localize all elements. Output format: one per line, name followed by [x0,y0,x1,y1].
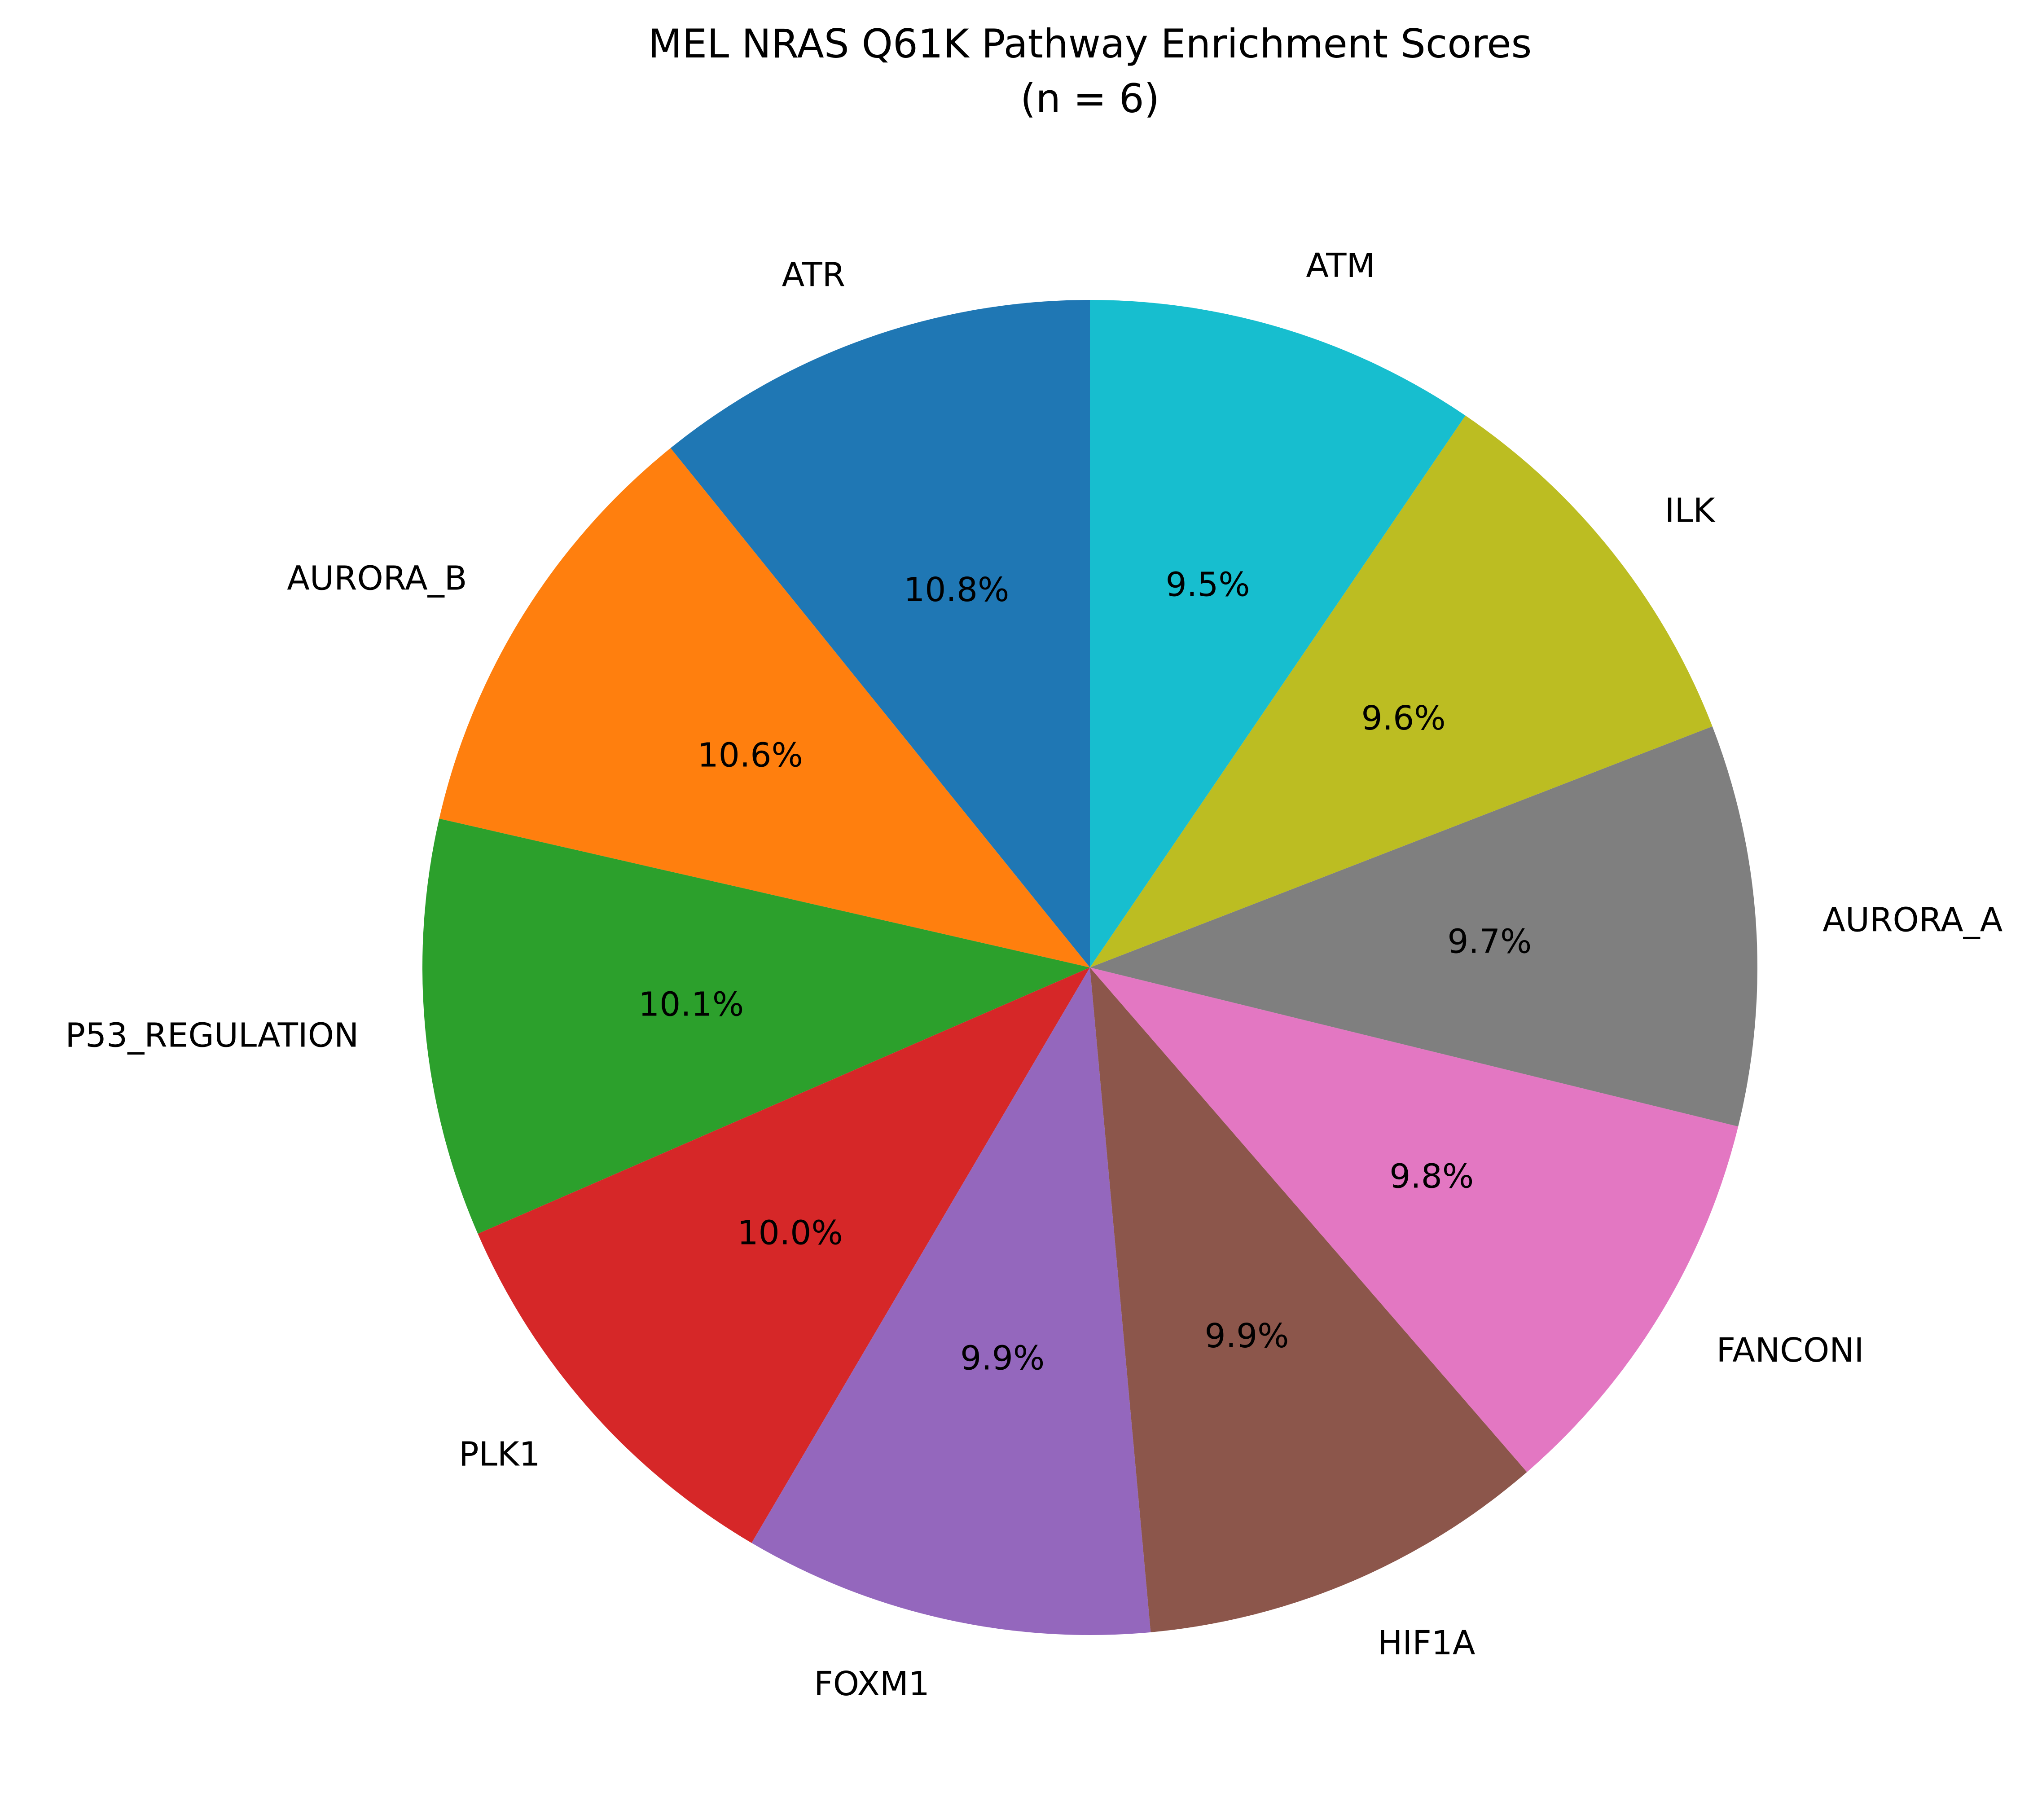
pct-label-atr: 10.8% [904,571,1009,609]
slice-label-fanconi: FANCONI [1717,1331,1864,1370]
slice-label-foxm1: FOXM1 [814,1665,930,1703]
slice-label-plk1: PLK1 [459,1435,540,1474]
pie-slice-aurora-a [1090,726,1758,1127]
pct-label-p53-regulation: 10.1% [638,985,744,1024]
pie-slice-atr [670,300,1090,967]
pie-slice-foxm1 [751,967,1151,1635]
pct-label-ilk: 9.6% [1361,699,1446,738]
pie-labels: 10.8% ATR 10.6% AURORA_B 10.1% P53_REGULATION… [65,246,2002,1703]
pct-label-fanconi: 9.8% [1389,1157,1474,1196]
slice-label-atm: ATM [1306,246,1375,285]
pie-slice-hif1a [1090,967,1527,1632]
pct-label-foxm1: 9.9% [960,1339,1045,1378]
pie-slices [422,300,1758,1635]
pct-label-hif1a: 9.9% [1205,1317,1289,1355]
pie-slice-p53-regulation [422,818,1090,1234]
pct-label-aurora-b: 10.6% [698,736,803,774]
slice-label-p53-regulation: P53_REGULATION [65,1016,359,1055]
pie-slice-aurora-b [439,448,1090,968]
chart-title: MEL NRAS Q61K Pathway Enrichment Scores [648,21,1532,67]
pie-slice-atm [1090,300,1466,967]
pct-label-atm: 9.5% [1166,565,1250,604]
chart-subtitle: (n = 6) [1020,75,1159,122]
slice-label-aurora-b: AURORA_B [287,559,467,598]
slice-label-atr: ATR [782,256,846,295]
pie-slice-fanconi [1090,967,1739,1472]
slice-label-ilk: ILK [1665,491,1716,530]
slice-label-aurora-a: AURORA_A [1822,901,2002,940]
pct-label-aurora-a: 9.7% [1447,923,1532,961]
pct-label-plk1: 10.0% [738,1214,843,1253]
slice-label-hif1a: HIF1A [1378,1624,1476,1662]
pie-slice-ilk [1090,415,1713,967]
pie-slice-plk1 [478,967,1090,1543]
